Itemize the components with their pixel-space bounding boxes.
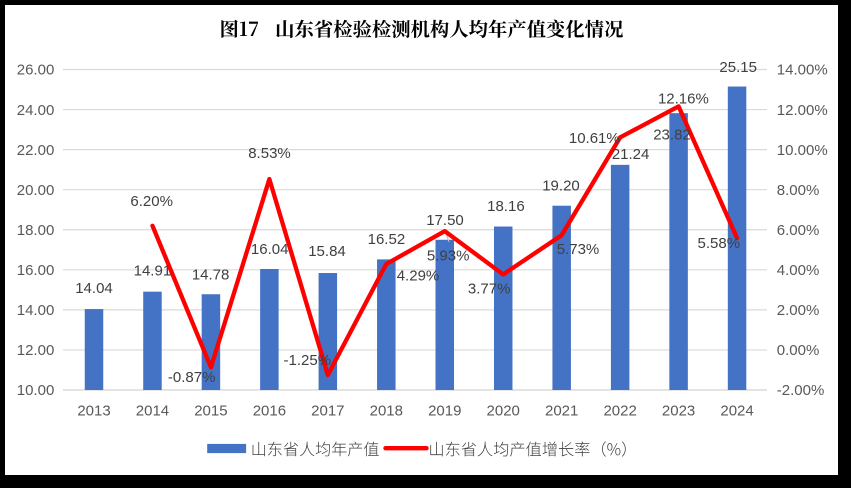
svg-text:10.00%: 10.00% xyxy=(777,142,828,159)
svg-text:26.00: 26.00 xyxy=(17,62,55,79)
svg-text:25.15: 25.15 xyxy=(719,59,757,76)
svg-text:18.00: 18.00 xyxy=(17,222,55,239)
svg-text:5.58%: 5.58% xyxy=(698,235,741,252)
svg-text:2014: 2014 xyxy=(136,403,169,420)
svg-text:2022: 2022 xyxy=(603,403,636,420)
svg-text:12.00: 12.00 xyxy=(17,342,55,359)
svg-text:2015: 2015 xyxy=(194,403,227,420)
svg-text:14.04: 14.04 xyxy=(75,280,113,297)
svg-text:2017: 2017 xyxy=(311,403,344,420)
svg-text:-1.25%: -1.25% xyxy=(284,352,332,369)
svg-text:8.00%: 8.00% xyxy=(777,182,820,199)
svg-text:-0.87%: -0.87% xyxy=(168,369,216,386)
svg-text:2024: 2024 xyxy=(720,403,753,420)
svg-text:24.00: 24.00 xyxy=(17,102,55,119)
svg-text:16.04: 16.04 xyxy=(251,241,289,258)
svg-text:5.73%: 5.73% xyxy=(557,241,600,258)
svg-text:10.61%: 10.61% xyxy=(569,130,620,147)
svg-text:2.00%: 2.00% xyxy=(777,302,820,319)
svg-text:20.00: 20.00 xyxy=(17,182,55,199)
svg-text:12.00%: 12.00% xyxy=(777,102,828,119)
svg-text:16.52: 16.52 xyxy=(368,231,406,248)
svg-text:2021: 2021 xyxy=(545,403,578,420)
svg-text:22.00: 22.00 xyxy=(17,142,55,159)
svg-text:14.00: 14.00 xyxy=(17,302,55,319)
svg-text:2019: 2019 xyxy=(428,403,461,420)
svg-text:0.00%: 0.00% xyxy=(777,342,820,359)
svg-text:21.24: 21.24 xyxy=(612,146,650,163)
svg-text:2016: 2016 xyxy=(253,403,286,420)
svg-text:16.00: 16.00 xyxy=(17,262,55,279)
svg-text:2018: 2018 xyxy=(370,403,403,420)
svg-text:3.77%: 3.77% xyxy=(468,281,511,298)
svg-text:12.16%: 12.16% xyxy=(658,91,709,108)
svg-text:-2.00%: -2.00% xyxy=(777,382,825,399)
svg-text:4.29%: 4.29% xyxy=(397,267,440,284)
svg-text:14.00%: 14.00% xyxy=(777,62,828,79)
svg-text:4.00%: 4.00% xyxy=(777,262,820,279)
svg-text:5.93%: 5.93% xyxy=(427,248,470,265)
svg-text:2023: 2023 xyxy=(662,403,695,420)
svg-text:15.84: 15.84 xyxy=(308,243,346,260)
svg-text:2013: 2013 xyxy=(77,403,110,420)
svg-text:19.20: 19.20 xyxy=(542,178,580,195)
svg-text:8.53%: 8.53% xyxy=(248,145,291,162)
svg-text:23.82: 23.82 xyxy=(653,127,691,144)
svg-text:14.78: 14.78 xyxy=(192,267,230,284)
svg-text:6.00%: 6.00% xyxy=(777,222,820,239)
svg-text:17.50: 17.50 xyxy=(426,212,464,229)
svg-text:6.20%: 6.20% xyxy=(130,193,173,210)
svg-text:10.00: 10.00 xyxy=(17,382,55,399)
svg-text:2020: 2020 xyxy=(487,403,520,420)
svg-text:18.16: 18.16 xyxy=(487,198,525,215)
svg-text:14.91: 14.91 xyxy=(134,262,172,279)
